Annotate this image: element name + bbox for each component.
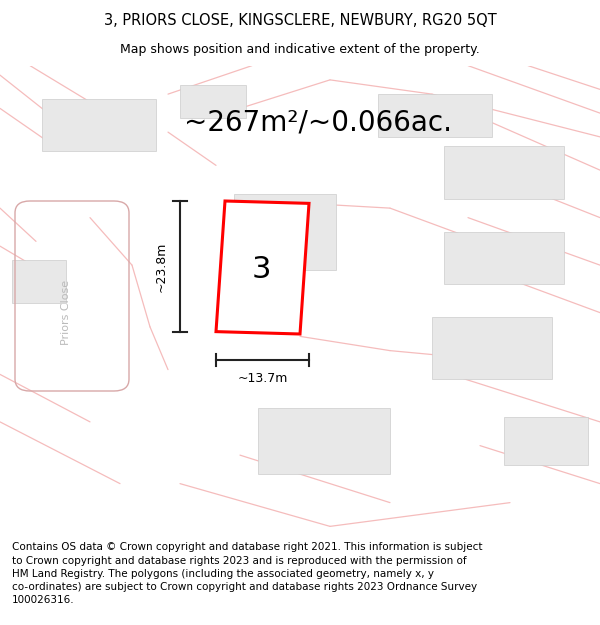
Text: Map shows position and indicative extent of the property.: Map shows position and indicative extent…: [120, 42, 480, 56]
Bar: [378, 94, 492, 137]
Polygon shape: [216, 201, 309, 334]
Text: 3: 3: [251, 256, 271, 284]
Bar: [42, 99, 156, 151]
Bar: [504, 417, 588, 464]
Text: 3, PRIORS CLOSE, KINGSCLERE, NEWBURY, RG20 5QT: 3, PRIORS CLOSE, KINGSCLERE, NEWBURY, RG…: [104, 13, 496, 28]
Bar: [180, 84, 246, 118]
Bar: [432, 318, 552, 379]
Text: ~267m²/~0.066ac.: ~267m²/~0.066ac.: [184, 109, 452, 137]
Text: ~13.7m: ~13.7m: [238, 372, 287, 385]
Bar: [444, 146, 564, 199]
Text: ~23.8m: ~23.8m: [155, 241, 168, 291]
Text: Contains OS data © Crown copyright and database right 2021. This information is : Contains OS data © Crown copyright and d…: [12, 542, 482, 605]
Bar: [258, 408, 390, 474]
Bar: [444, 232, 564, 284]
Bar: [12, 261, 66, 303]
Text: Priors Close: Priors Close: [61, 280, 71, 345]
Bar: [234, 194, 336, 270]
